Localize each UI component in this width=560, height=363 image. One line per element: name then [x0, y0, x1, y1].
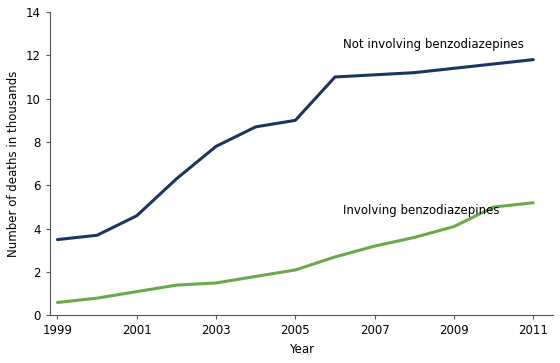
Text: Involving benzodiazepines: Involving benzodiazepines — [343, 204, 500, 217]
X-axis label: Year: Year — [289, 343, 314, 356]
Y-axis label: Number of deaths in thousands: Number of deaths in thousands — [7, 70, 20, 257]
Text: Not involving benzodiazepines: Not involving benzodiazepines — [343, 38, 524, 51]
